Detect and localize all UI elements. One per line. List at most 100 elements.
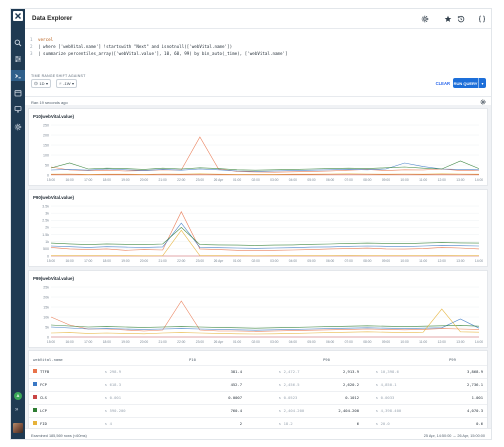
history-icon[interactable] <box>456 14 466 24</box>
avatar[interactable]: A <box>14 392 22 400</box>
calendar-icon[interactable] <box>14 89 22 97</box>
x-tick-label: 21:00 <box>159 178 167 182</box>
series-swatch <box>33 369 37 373</box>
series-line-fcp <box>50 222 480 249</box>
x-tick-label: 26 Apr <box>214 340 224 344</box>
p90-previous: ↻ 0.0523 <box>279 394 298 400</box>
x-tick-label: 02:00 <box>252 340 260 344</box>
table-row[interactable]: FCP ↻ 618.3 452.7 ↻ 2,456.5 2,620.2 ↻ 4,850.1… <box>29 378 487 387</box>
query-editor[interactable]: 1 vercel 2 | where ['webVital.name'] !st… <box>30 36 486 66</box>
y-tick-label: 500 <box>43 247 49 251</box>
x-tick-label: 09:00 <box>382 178 390 182</box>
line-chart: 0 500 1k 1.5k 2k 2.5k 3k 3.5k 15:00 16:00 17:00 18:… <box>42 204 483 263</box>
chart-title: P90(webVital.value) <box>33 195 74 200</box>
chart-panel: 0 5k 10k 15k 20k 25k 15:00 16:00 17:00 18:00 19:00… <box>28 270 488 348</box>
x-tick-label: 17:00 <box>84 340 92 344</box>
metric-name: FID <box>33 421 47 426</box>
x-tick-label: 20:00 <box>140 178 148 182</box>
p90-value: 6 <box>356 420 359 426</box>
x-tick-label: 08:00 <box>363 178 371 182</box>
sliders-icon[interactable] <box>14 55 22 63</box>
p90-previous: ↻ 18.2 <box>279 420 293 426</box>
main-area: Data Explorer 1 vercel 2 | where ['webV <box>25 9 491 439</box>
time-range-select[interactable]: 1D ▾ <box>31 79 51 88</box>
clear-button[interactable]: CLEAR <box>435 81 450 86</box>
y-tick-label: 1k <box>45 240 49 244</box>
column-header: P90 <box>323 356 330 362</box>
line-chart: 0 5k 10k 15k 20k 25k 15:00 16:00 17:00 18:00 19:00… <box>43 285 483 344</box>
metric-name: FCP <box>33 382 47 387</box>
series-line-fid <box>50 308 480 335</box>
clock-icon <box>34 81 38 86</box>
settings-icon[interactable] <box>14 123 22 131</box>
y-tick-label: 150 <box>43 143 49 147</box>
y-tick-label: 100 <box>43 153 49 157</box>
y-tick-label: 10k <box>43 315 49 319</box>
x-tick-label: 09:00 <box>382 259 390 263</box>
x-tick-label: 07:00 <box>345 259 353 263</box>
x-tick-label: 17:00 <box>84 259 92 263</box>
table-row[interactable]: LCP ↻ 590.200 760.4 ↻ 2,404.200 2,404.200 ↻ 4… <box>29 404 487 413</box>
code-braces-icon[interactable] <box>477 14 487 24</box>
y-tick-label: 0 <box>47 335 49 339</box>
x-tick-label: 03:00 <box>270 340 278 344</box>
monitor-icon[interactable] <box>14 105 22 113</box>
metric-label: FCP <box>40 381 47 387</box>
x-tick-label: 26 Apr <box>214 259 224 263</box>
x-tick-label: 04:00 <box>289 259 297 263</box>
query-controls: TIME RANGE 1D ▾ SHIFT AGAINST -1W ▾ CLEA… <box>30 74 486 92</box>
series-line-lcp <box>50 226 480 246</box>
y-tick-label: 3.5k <box>42 204 49 208</box>
x-tick-label: 20:00 <box>140 340 148 344</box>
y-tick-label: 2.5k <box>42 219 49 223</box>
x-tick-label: 14:00 <box>475 259 483 263</box>
results-settings-icon[interactable] <box>480 99 486 105</box>
column-header: webVital.name <box>33 356 63 362</box>
x-tick-label: 05:00 <box>307 259 315 263</box>
chart-panel: 0 50 100 150 200 250 15:00 16:00 17:00 18:00 19:00… <box>28 108 488 186</box>
table-row[interactable]: FID ↻ 4 2 ↻ 18.2 6 ↻ 20.0 0.6 <box>29 417 487 426</box>
x-tick-label: 26 Apr <box>214 178 224 182</box>
gear-icon[interactable] <box>420 14 430 24</box>
results-area: 0 50 100 150 200 250 15:00 16:00 17:00 18:00 19:00… <box>25 105 491 439</box>
p90-previous: ↻ 2,456.5 <box>279 381 300 387</box>
x-tick-label: 03:00 <box>270 259 278 263</box>
column-header: P99 <box>449 356 456 362</box>
user-photo[interactable] <box>13 423 23 433</box>
series-line-fid <box>51 229 479 257</box>
y-tick-label: 0 <box>47 254 49 258</box>
app-logo[interactable] <box>13 11 23 21</box>
star-icon[interactable] <box>443 14 453 24</box>
chevron-down-icon: ▾ <box>45 81 48 86</box>
chart-panel: 0 500 1k 1.5k 2k 2.5k 3k 3.5k 15:00 16:00 17:00 18:… <box>28 189 488 267</box>
p90-value: 2,913.9 <box>342 368 359 374</box>
table-row[interactable]: CLS ↻ 0.001 0.0007 ↻ 0.0523 0.1012 ↻ 0.0033 1.… <box>29 391 487 400</box>
rows-examined: Examined 185,569 rows (<60ms) <box>31 433 87 438</box>
series-swatch <box>33 421 37 425</box>
table-row[interactable]: TTFB ↻ 298.9 381.4 ↻ 2,472.7 2,913.9 ↻ 10,398… <box>29 365 487 374</box>
x-tick-label: 13:00 <box>456 340 464 344</box>
x-tick-label: 06:00 <box>326 178 334 182</box>
series-line-lcp <box>50 324 480 329</box>
x-tick-label: 21:00 <box>159 340 167 344</box>
metric-name: TTFB <box>33 369 49 374</box>
series-line-lcp <box>50 160 480 171</box>
search-icon[interactable] <box>14 39 22 47</box>
x-tick-label: 23:00 <box>196 259 204 263</box>
x-tick-label: 15:00 <box>47 178 55 182</box>
p10-value: 381.4 <box>230 368 242 374</box>
x-tick-label: 13:00 <box>456 178 464 182</box>
x-tick-label: 22:00 <box>177 259 185 263</box>
p90-value: 2,620.2 <box>342 381 359 387</box>
series-line-fcp <box>50 318 480 331</box>
p99-previous: ↻ 4,398.400 <box>376 407 402 413</box>
expand-sidebar-icon[interactable]: » <box>15 407 19 413</box>
query-line: 2 | where ['webVital.name'] !startswith … <box>30 44 233 49</box>
x-tick-label: 14:00 <box>475 178 483 182</box>
chevron-down-icon[interactable]: ▾ <box>478 78 486 88</box>
run-query-button[interactable]: RUN QUERY ▾ <box>453 78 486 88</box>
x-tick-label: 04:00 <box>289 178 297 182</box>
terminal-icon[interactable] <box>11 70 25 81</box>
shift-against-select[interactable]: -1W ▾ <box>56 79 77 88</box>
status-bar: Ran 19 seconds ago <box>25 96 491 105</box>
